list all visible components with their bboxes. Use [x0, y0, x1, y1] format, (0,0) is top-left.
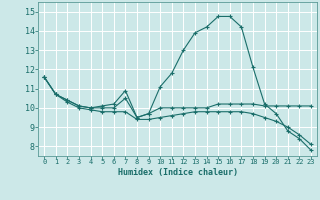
X-axis label: Humidex (Indice chaleur): Humidex (Indice chaleur) [118, 168, 238, 177]
